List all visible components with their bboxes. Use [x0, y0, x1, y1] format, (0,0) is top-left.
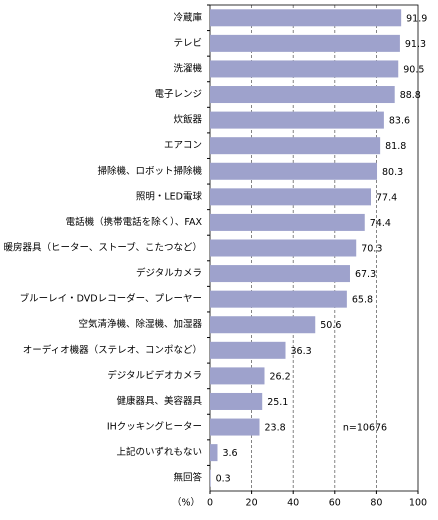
value-label: 67.3	[355, 269, 376, 280]
value-label: 91.3	[405, 39, 426, 50]
x-tick-label: 80	[370, 498, 382, 509]
bar	[210, 290, 347, 308]
value-label: 3.6	[222, 448, 237, 459]
bar	[210, 137, 381, 155]
value-label: 74.4	[370, 218, 391, 229]
value-label: 23.8	[265, 423, 286, 434]
value-label: 26.2	[269, 371, 290, 382]
y-tick-label: 健康器具、美容器具	[116, 395, 202, 407]
y-tick-label: 上記のいずれもない	[116, 446, 202, 458]
value-label: 80.3	[382, 167, 403, 178]
bar	[210, 418, 260, 436]
y-tick-label: エアコン	[164, 140, 202, 151]
bar	[210, 367, 265, 385]
bar	[210, 265, 350, 283]
x-tick-label: 100	[409, 498, 427, 509]
y-tick-label: オーディオ機器（ステレオ、コンポなど）	[23, 344, 202, 356]
bar	[210, 9, 402, 27]
y-tick-label: IHクッキングヒーター	[107, 421, 202, 433]
y-tick-label: 掃除機、ロボット掃除機	[97, 165, 202, 177]
value-label: 0.3	[216, 474, 231, 485]
y-tick-label: 電子レンジ	[154, 89, 202, 100]
bar	[210, 469, 211, 487]
value-label: 25.1	[267, 397, 288, 408]
bar	[210, 444, 218, 462]
x-tick-label: 0	[207, 498, 213, 509]
y-tick-label: 洗濯機	[173, 62, 202, 74]
y-tick-label: 空気清浄機、除湿機、加湿器	[78, 318, 202, 330]
y-tick-label: テレビ	[173, 38, 202, 49]
y-tick-label: ブルーレイ・DVDレコーダー、プレーヤー	[20, 293, 202, 305]
value-label: 50.6	[320, 320, 341, 331]
y-tick-label: 炊飯器	[173, 114, 202, 126]
value-label: 36.3	[291, 346, 312, 357]
bar	[210, 341, 286, 359]
value-label: 77.4	[376, 192, 397, 203]
value-label: 81.8	[385, 141, 406, 152]
bar	[210, 60, 399, 78]
bar	[210, 162, 378, 180]
value-label: 83.6	[389, 116, 410, 127]
value-label: 90.5	[403, 64, 424, 75]
y-tick-label: 冷蔵庫	[173, 11, 202, 23]
y-tick-label: 無回答	[173, 472, 202, 484]
bar	[210, 392, 263, 410]
bar	[210, 34, 400, 52]
bar	[210, 111, 384, 129]
y-tick-label: デジタルビデオカメラ	[107, 369, 202, 381]
bar	[210, 213, 365, 231]
bar	[210, 86, 395, 104]
y-tick-label: 照明・LED電球	[136, 190, 203, 202]
value-label: 91.9	[406, 13, 427, 24]
y-tick-label: 電話機（携帯電話を除く）、FAX	[66, 216, 203, 228]
x-tick-label: 40	[287, 498, 299, 509]
value-label: 88.8	[400, 90, 421, 101]
bar	[210, 188, 371, 206]
y-tick-label: デジタルカメラ	[136, 267, 202, 279]
bar	[210, 316, 316, 334]
x-axis-label: （%）	[172, 497, 200, 509]
x-tick-label: 60	[329, 498, 341, 509]
x-tick-label: 20	[246, 498, 258, 509]
value-label: 65.8	[352, 295, 373, 306]
y-tick-label: 暖房器具（ヒーター、ストーブ、こたつなど）	[3, 242, 202, 254]
annotation: n=10676	[343, 423, 387, 434]
bar	[210, 239, 357, 257]
value-label: 70.3	[361, 244, 382, 255]
